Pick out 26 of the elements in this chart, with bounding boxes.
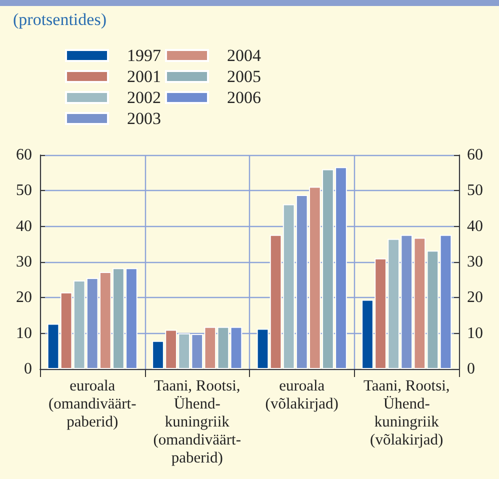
y2-tick-label: 60: [467, 146, 483, 164]
y2-tick-label: 40: [467, 218, 483, 235]
legend-label: 2006: [227, 88, 261, 107]
legend-label: 2001: [127, 67, 161, 86]
y-tick-label: 10: [16, 324, 32, 342]
legend-label: 2004: [227, 46, 262, 65]
y2-tick-label: 20: [467, 289, 483, 306]
y-tick-label: 50: [16, 182, 32, 200]
y-tick-label: 30: [16, 254, 32, 270]
x-tick-label: Taani, Rootsi, Ühend- kuningriik (võlakirjad): [363, 378, 450, 448]
legend-label: 2002: [127, 88, 161, 107]
y-tick-label: 20: [16, 289, 32, 306]
x-tick-label: euroala (võlakirjad): [265, 378, 338, 412]
chart-title: (protsentides): [13, 10, 106, 29]
y2-tick-label: 30: [467, 254, 483, 270]
y-tick-label: 0: [24, 360, 32, 378]
legend-label: 2003: [127, 109, 161, 128]
legend-label: 2005: [227, 67, 261, 86]
y-tick-label: 60: [16, 146, 32, 164]
y2-tick-label: 50: [467, 182, 483, 200]
legend-label: 1997: [127, 46, 162, 65]
x-tick-label: Taani, Rootsi, Ühend- kuningriik (omandiväärt- paberid): [153, 378, 242, 466]
y2-tick-label: 10: [467, 324, 483, 342]
y-tick-label: 40: [16, 218, 32, 235]
y2-tick-label: 0: [467, 360, 475, 378]
x-tick-label: euroala (omandiväärt- paberid): [48, 378, 136, 430]
